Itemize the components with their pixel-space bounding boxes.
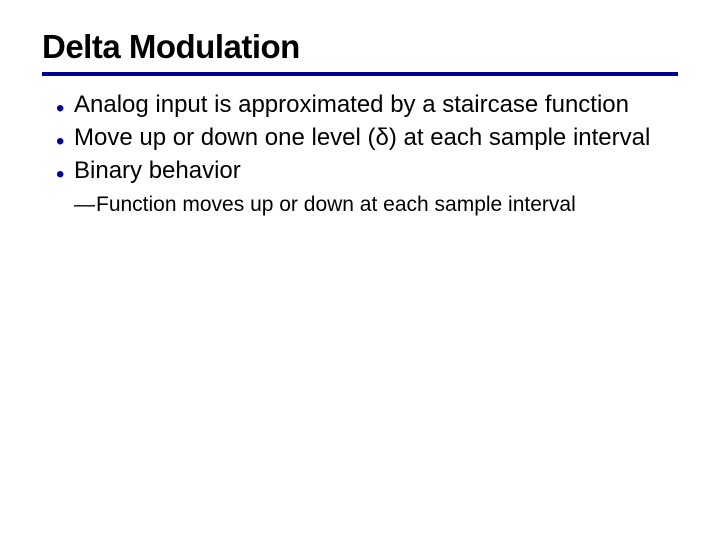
bullet-marker: • bbox=[56, 90, 74, 121]
bullet-text: Move up or down one level (δ) at each sa… bbox=[74, 123, 678, 152]
bullet-item: • Analog input is approximated by a stai… bbox=[56, 90, 678, 121]
slide-body: • Analog input is approximated by a stai… bbox=[42, 90, 678, 217]
sub-bullet-item: — Function moves up or down at each samp… bbox=[56, 193, 678, 217]
bullet-item: • Move up or down one level (δ) at each … bbox=[56, 123, 678, 154]
bullet-item: • Binary behavior bbox=[56, 156, 678, 187]
sub-bullet-text: Function moves up or down at each sample… bbox=[96, 193, 678, 217]
slide: Delta Modulation • Analog input is appro… bbox=[0, 0, 720, 540]
bullet-marker: • bbox=[56, 123, 74, 154]
sub-bullet-marker: — bbox=[74, 193, 96, 217]
bullet-text: Binary behavior bbox=[74, 156, 678, 185]
title-underline bbox=[42, 72, 678, 76]
bullet-marker: • bbox=[56, 156, 74, 187]
slide-title: Delta Modulation bbox=[42, 28, 678, 66]
bullet-text: Analog input is approximated by a stairc… bbox=[74, 90, 678, 119]
